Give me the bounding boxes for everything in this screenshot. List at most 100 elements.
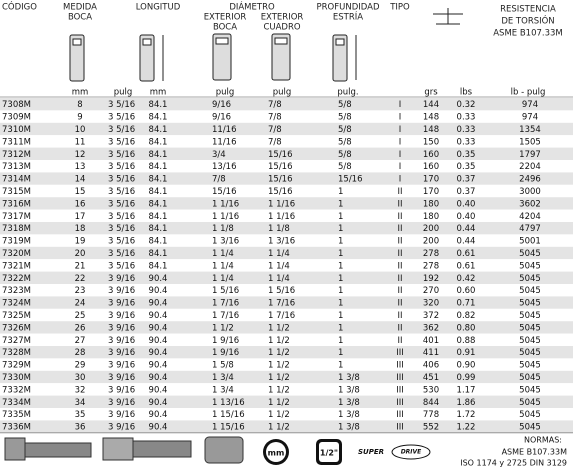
cell: 5045 bbox=[519, 348, 541, 358]
cell: III bbox=[396, 361, 404, 371]
cell: 1 1/16 bbox=[212, 212, 239, 222]
cell: 3 5/16 bbox=[108, 125, 135, 135]
cell: 778 bbox=[423, 410, 439, 420]
cell: 15 bbox=[75, 187, 86, 197]
cell: 3 5/16 bbox=[108, 199, 135, 209]
cell: 3602 bbox=[519, 199, 541, 209]
cell: 12 bbox=[75, 150, 86, 160]
cell: 13 bbox=[75, 162, 86, 172]
cell: 3 9/16 bbox=[108, 311, 135, 321]
cell: 3 9/16 bbox=[108, 410, 135, 420]
footer-icons: mm 1/2" SUPER DRIVE NORMAS: ASME B107.33… bbox=[4, 436, 567, 468]
cell: 0.99 bbox=[457, 373, 476, 383]
cell: 1 1/2 bbox=[212, 323, 234, 333]
cell: 7332M bbox=[2, 385, 31, 395]
cell: 3 5/16 bbox=[108, 212, 135, 222]
unit-label: lbs bbox=[460, 88, 473, 98]
cell: 7311M bbox=[2, 137, 31, 147]
cell: 90.4 bbox=[149, 373, 168, 383]
cell: 18 bbox=[75, 224, 86, 234]
unit-label: lb - pulg bbox=[511, 88, 546, 98]
cell: 0.40 bbox=[457, 199, 476, 209]
cell: 1 1/2 bbox=[268, 373, 290, 383]
cell: 0.35 bbox=[457, 162, 476, 172]
cell: 1 1/8 bbox=[268, 224, 290, 234]
cell: 180 bbox=[423, 199, 439, 209]
cell: 1 bbox=[338, 299, 343, 309]
cell: 1 bbox=[338, 361, 343, 371]
header-exterior-boca: EXTERIOR bbox=[204, 13, 247, 23]
cell: 7329M bbox=[2, 361, 31, 371]
cell: 1 1/16 bbox=[268, 212, 295, 222]
cell: I bbox=[399, 113, 402, 123]
unit-label: pulg bbox=[114, 88, 133, 98]
cell: 15/16 bbox=[268, 162, 293, 172]
cell: II bbox=[397, 311, 402, 321]
cell: 3 9/16 bbox=[108, 373, 135, 383]
cell: 4204 bbox=[519, 212, 541, 222]
cell: 24 bbox=[75, 299, 86, 309]
cell: 90.4 bbox=[149, 323, 168, 333]
cell: 1 bbox=[338, 249, 343, 259]
cell: 844 bbox=[423, 398, 439, 408]
cell: 0.40 bbox=[457, 212, 476, 222]
cell: 90.4 bbox=[149, 336, 168, 346]
cell: 5045 bbox=[519, 373, 541, 383]
cell: 1 1/4 bbox=[268, 261, 290, 271]
cell: 7314M bbox=[2, 175, 31, 185]
cell: 5/8 bbox=[338, 100, 352, 110]
cell: 3 9/16 bbox=[108, 323, 135, 333]
cell: 84.1 bbox=[149, 249, 168, 259]
cell: 1 5/16 bbox=[268, 286, 295, 296]
row-band bbox=[0, 383, 573, 396]
cell: 1 1/4 bbox=[212, 249, 234, 259]
cell: 5/8 bbox=[338, 137, 352, 147]
cell: 9/16 bbox=[212, 100, 231, 110]
header-codigo: CÓDIGO bbox=[2, 1, 37, 13]
cell: 3 5/16 bbox=[108, 175, 135, 185]
cell: 5045 bbox=[519, 398, 541, 408]
cell: 5/8 bbox=[338, 162, 352, 172]
cell: 25 bbox=[75, 311, 86, 321]
cell: 3 9/16 bbox=[108, 274, 135, 284]
cell: 90.4 bbox=[149, 398, 168, 408]
row-band bbox=[0, 284, 573, 297]
cell: 90.4 bbox=[149, 286, 168, 296]
cell: 5045 bbox=[519, 323, 541, 333]
cell: 1797 bbox=[519, 150, 541, 160]
cell: 170 bbox=[423, 187, 439, 197]
cell: 0.88 bbox=[457, 336, 476, 346]
row-band bbox=[0, 110, 573, 123]
cell: II bbox=[397, 323, 402, 333]
icon-label: 1/2" bbox=[320, 449, 338, 458]
cell: 0.44 bbox=[457, 224, 476, 234]
cell: 278 bbox=[423, 261, 439, 271]
cell: II bbox=[397, 249, 402, 259]
cell: 7/8 bbox=[268, 137, 282, 147]
cell: 1 7/16 bbox=[268, 299, 295, 309]
cell: 26 bbox=[75, 323, 86, 333]
header-exterior-cuadro: CUADRO bbox=[263, 23, 300, 33]
cell: 148 bbox=[423, 113, 439, 123]
icon-label: mm bbox=[268, 449, 285, 458]
cell: 90.4 bbox=[149, 361, 168, 371]
cell: 1 bbox=[338, 224, 343, 234]
cell: 1 9/16 bbox=[212, 348, 239, 358]
cell: II bbox=[397, 212, 402, 222]
cell: 1 13/16 bbox=[212, 398, 245, 408]
cell: III bbox=[396, 410, 404, 420]
row-band bbox=[0, 346, 573, 359]
row-band bbox=[0, 308, 573, 322]
cell: 32 bbox=[75, 385, 86, 395]
cell: 5045 bbox=[519, 410, 541, 420]
cell: 11/16 bbox=[212, 125, 237, 135]
cell: 0.61 bbox=[457, 261, 476, 271]
cell: 1 1/2 bbox=[268, 398, 290, 408]
cell: 3 5/16 bbox=[108, 224, 135, 234]
cell: 19 bbox=[75, 237, 86, 247]
cell: 1.86 bbox=[457, 398, 476, 408]
cell: 90.4 bbox=[149, 274, 168, 284]
cell: 3 9/16 bbox=[108, 398, 135, 408]
cell: 7334M bbox=[2, 398, 31, 408]
